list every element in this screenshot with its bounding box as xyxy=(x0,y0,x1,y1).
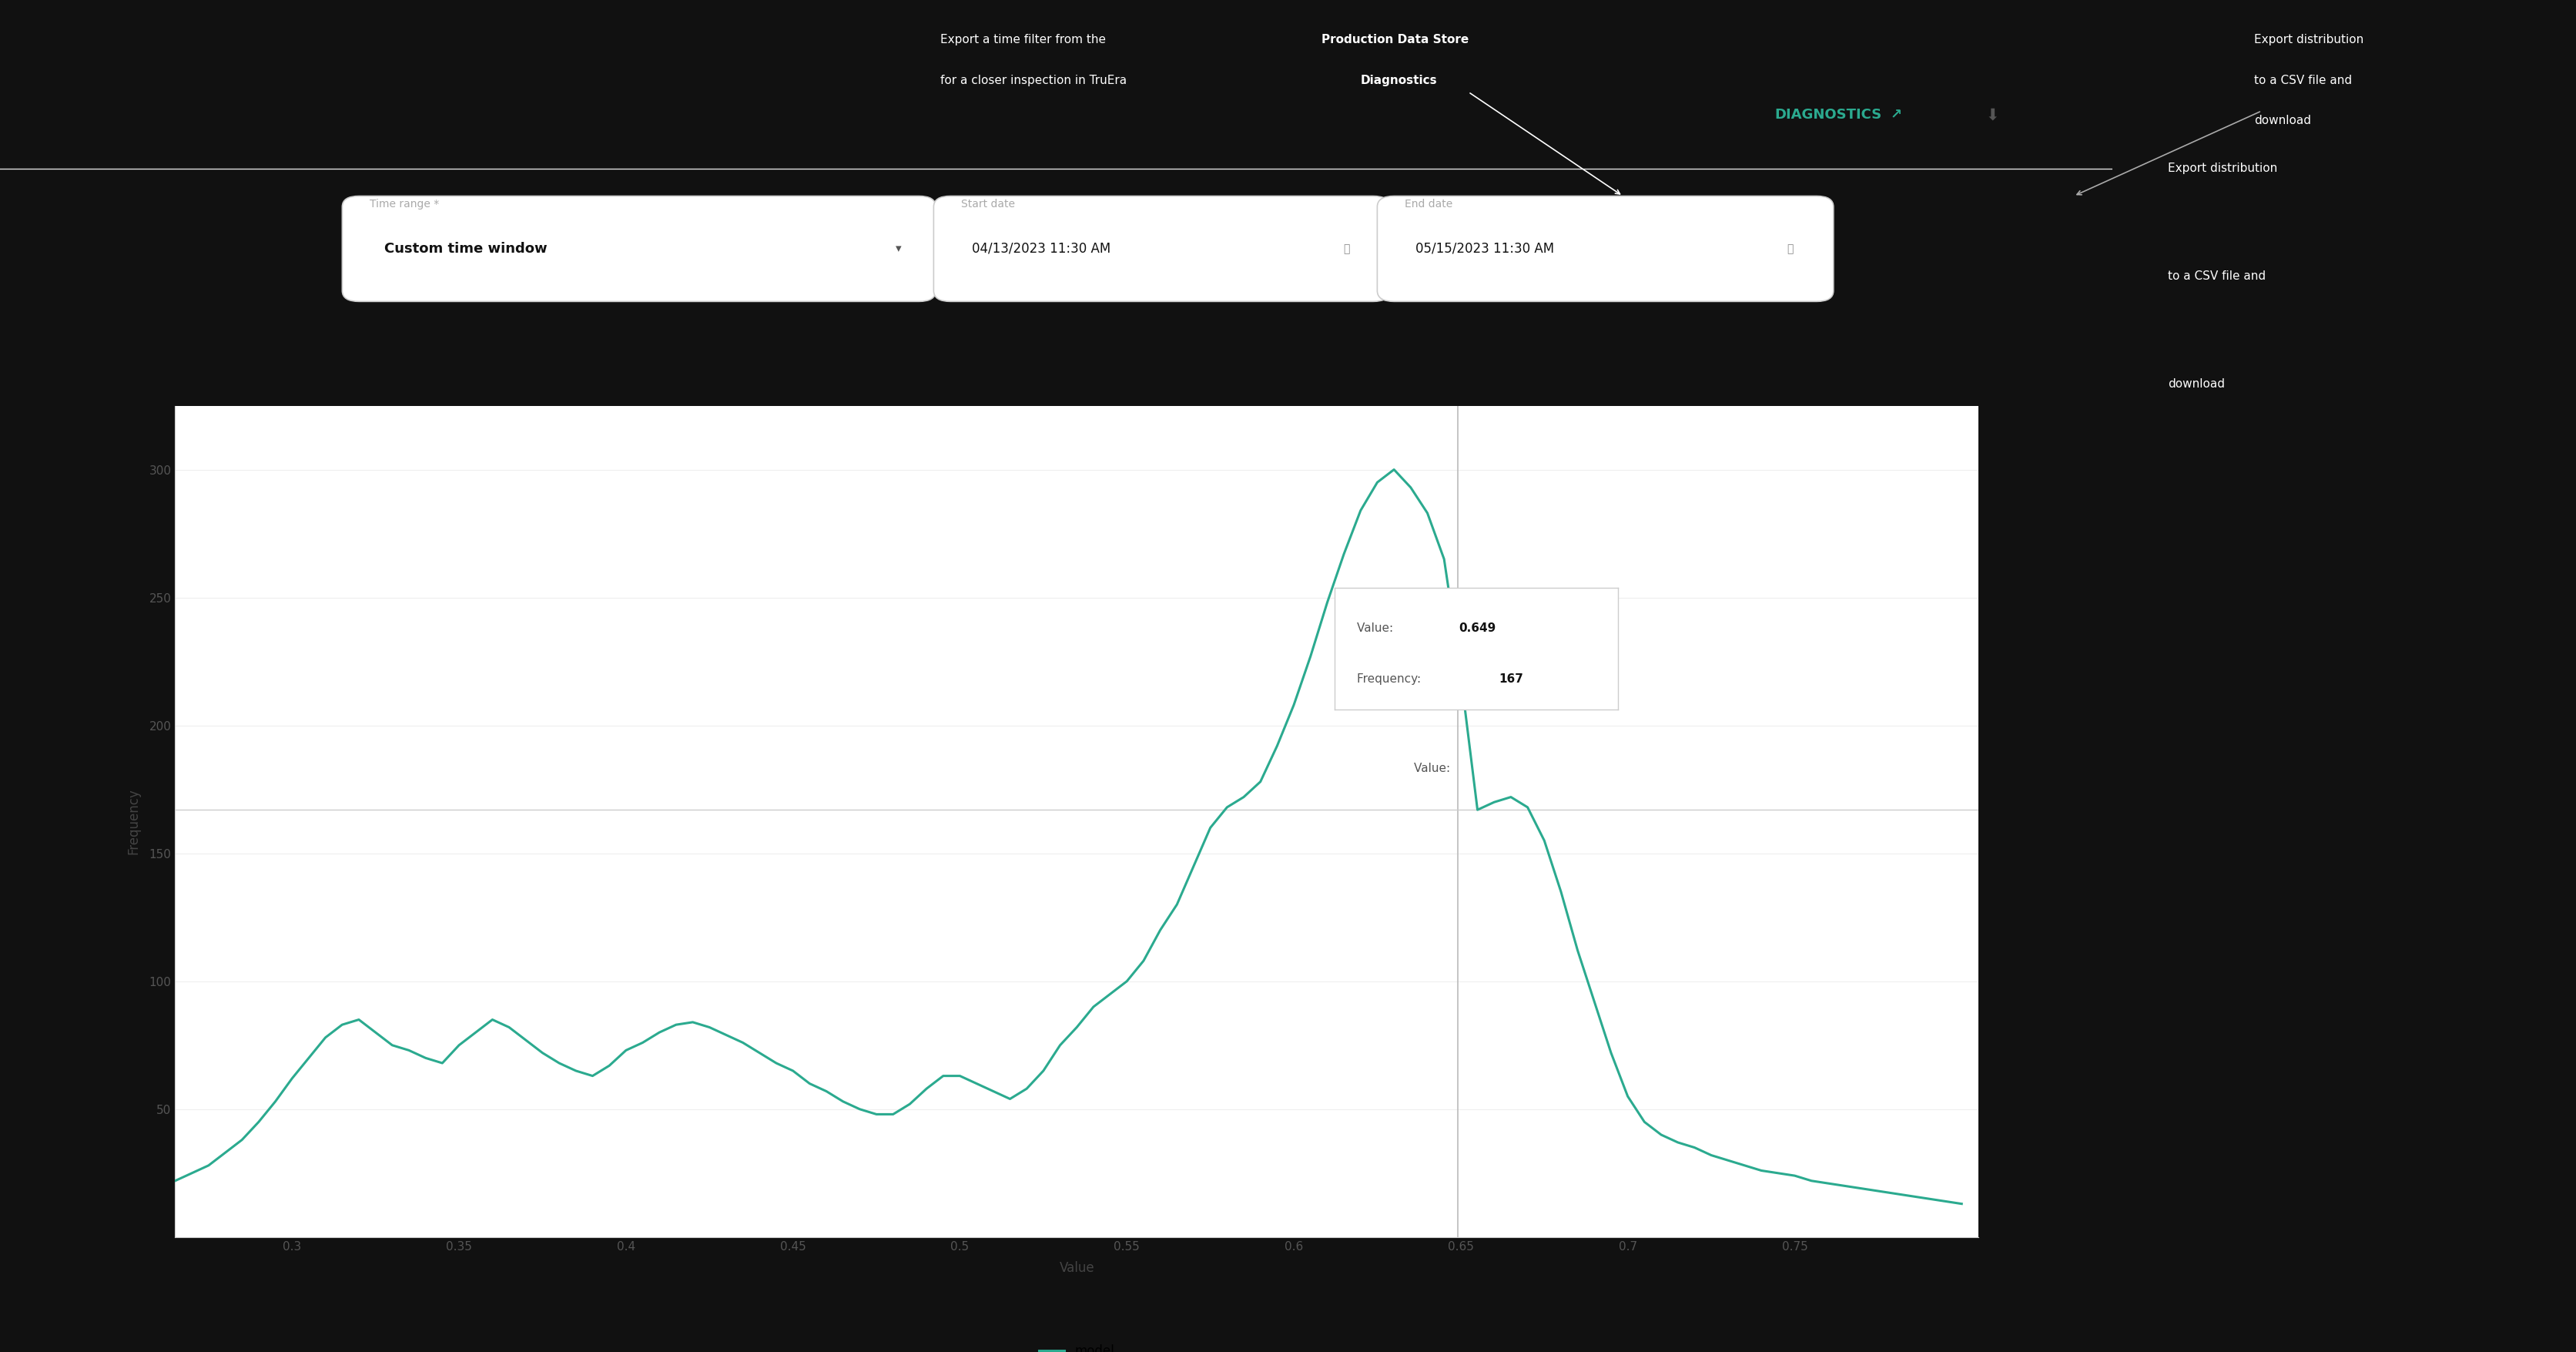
Text: download: download xyxy=(2254,115,2311,127)
Text: Time range *: Time range * xyxy=(371,199,438,210)
Text: 04/13/2023 11:30 AM: 04/13/2023 11:30 AM xyxy=(971,242,1110,256)
Text: ⬜: ⬜ xyxy=(1345,243,1350,254)
Text: Diagnostics: Diagnostics xyxy=(1360,74,1437,87)
Text: ▾: ▾ xyxy=(896,243,902,254)
Text: End date: End date xyxy=(1404,199,1453,210)
Text: ↗: ↗ xyxy=(1891,108,1901,122)
Text: Custom time window: Custom time window xyxy=(384,242,549,256)
Text: 167: 167 xyxy=(1499,673,1522,685)
FancyBboxPatch shape xyxy=(933,196,1391,301)
Text: Model Score Distribution: Model Score Distribution xyxy=(46,100,466,130)
FancyBboxPatch shape xyxy=(1378,196,1834,301)
Text: DIAGNOSTICS: DIAGNOSTICS xyxy=(1775,108,1880,122)
Text: Export a time filter from the: Export a time filter from the xyxy=(940,34,1110,46)
Text: for a closer inspection in TruEra: for a closer inspection in TruEra xyxy=(940,74,1131,87)
Text: 05/15/2023 11:30 AM: 05/15/2023 11:30 AM xyxy=(1414,242,1553,256)
Text: Value:: Value: xyxy=(1414,763,1453,773)
Text: Production Data Store: Production Data Store xyxy=(1321,34,1468,46)
Text: 0.649: 0.649 xyxy=(1458,622,1497,634)
Text: Value:: Value: xyxy=(1358,622,1396,634)
Text: Start date: Start date xyxy=(961,199,1015,210)
Text: Export distribution: Export distribution xyxy=(2169,162,2277,174)
Text: ⬇: ⬇ xyxy=(1986,107,1999,123)
Legend: model: model xyxy=(1033,1338,1121,1352)
Text: Export distribution: Export distribution xyxy=(2254,34,2365,46)
Text: Frequency:: Frequency: xyxy=(1358,673,1425,685)
Text: to a CSV file and: to a CSV file and xyxy=(2254,74,2352,87)
Y-axis label: Frequency: Frequency xyxy=(126,788,142,854)
FancyBboxPatch shape xyxy=(343,196,935,301)
X-axis label: Value: Value xyxy=(1059,1261,1095,1275)
Text: ⬜: ⬜ xyxy=(1788,243,1793,254)
Text: download: download xyxy=(2169,379,2226,391)
Text: to a CSV file and: to a CSV file and xyxy=(2169,270,2267,283)
